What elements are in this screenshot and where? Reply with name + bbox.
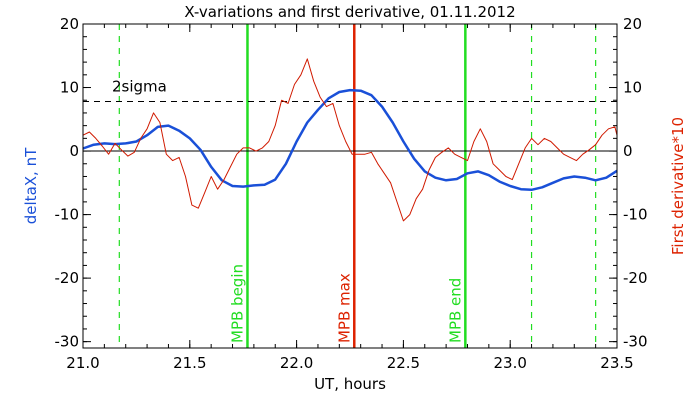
y-tick-label-left: 10 (60, 79, 79, 97)
x-tick-label: 21.0 (66, 354, 99, 372)
marker-label-3: MPB end (446, 278, 464, 343)
series-layer (82, 58, 618, 222)
y-axis-title-right: First derivative*10 (669, 117, 687, 255)
x-tick-label: 22.5 (387, 354, 420, 372)
axes-layer: 21.0 21.5 22.0 22.5 23.0 23.5 -30 -30 -20 -20 -10 -… (55, 15, 648, 372)
y-tick-label-right: -20 (623, 269, 648, 287)
y-tick-label-left: -10 (55, 206, 80, 224)
y-tick-label-left: -30 (55, 333, 80, 351)
y-tick-label-left: -20 (55, 269, 80, 287)
y-tick-label-right: -30 (623, 333, 648, 351)
y-axis-title-left: deltaX, nT (22, 147, 40, 224)
x-axis-title: UT, hours (314, 375, 386, 393)
y-tick-label-right: 20 (623, 15, 642, 33)
marker-labels-layer: MPB begin MPB max MPB end 2sigma (112, 78, 464, 343)
plot-frame (82, 23, 618, 349)
y-tick-label-right: 0 (623, 142, 633, 160)
marker-label-2: MPB max (335, 273, 353, 343)
chart-title: X-variations and first derivative, 01.11… (184, 3, 515, 21)
y-tick-label-right: 10 (623, 79, 642, 97)
hline-label-1: 2sigma (112, 78, 167, 96)
x-tick-label: 21.5 (173, 354, 206, 372)
y-tick-label-left: 20 (60, 15, 79, 33)
series-line-derivative (82, 58, 618, 222)
x-tick-label: 22.0 (280, 354, 313, 372)
y-tick-label-right: -10 (623, 206, 648, 224)
marker-label-1: MPB begin (228, 264, 246, 343)
series-line-deltaX (82, 88, 618, 192)
y-tick-label-left: 0 (69, 142, 79, 160)
x-tick-label: 23.5 (600, 354, 633, 372)
x-tick-label: 23.0 (493, 354, 526, 372)
